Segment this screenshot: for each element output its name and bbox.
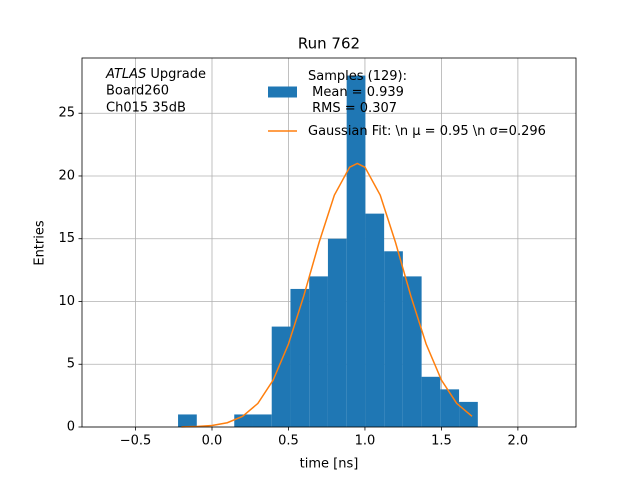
annotation: ATLAS Upgrade (105, 67, 206, 82)
y-axis-label: Entries (33, 220, 48, 266)
histogram-bar (440, 389, 460, 427)
fit-line (181, 162, 473, 428)
x-axis-label: time [ns] (300, 457, 359, 472)
histogram-bar (346, 75, 366, 428)
x-tick-label: 0.5 (278, 434, 299, 449)
axes-frame (81, 57, 577, 428)
x-tick-label: 1.0 (355, 434, 376, 449)
x-tick-label: 1.5 (431, 434, 452, 449)
x-tick-label: 2.0 (508, 434, 529, 449)
y-tick-label: 20 (58, 168, 75, 183)
x-tick-label: 0.0 (202, 434, 223, 449)
histogram-bar (384, 251, 403, 427)
histogram-bar (327, 238, 347, 427)
x-tick-label: −0.5 (120, 434, 152, 449)
legend-entry: Samples (129): Mean = 0.939 RMS = 0.307 (308, 69, 407, 116)
y-tick-label: 25 (58, 106, 75, 121)
annotation-emphasis: ATLAS (105, 67, 146, 82)
y-tick-label: 10 (58, 294, 75, 309)
histogram-bar (459, 401, 478, 427)
chart-title: Run 762 (298, 35, 360, 53)
legend-entry: Gaussian Fit: \n μ = 0.95 \n σ=0.296 (308, 124, 546, 139)
histogram-bar (178, 414, 197, 427)
y-tick-label: 5 (67, 357, 75, 372)
legend-swatch (268, 86, 297, 98)
histogram-bar (421, 376, 441, 427)
plot (178, 75, 478, 428)
y-tick-label: 0 (67, 420, 75, 435)
annotation-line: Upgrade (146, 67, 206, 82)
annotation-line: Board260 (106, 84, 169, 99)
annotation-line: Ch015 35dB (106, 101, 186, 116)
histogram-bar (365, 213, 385, 427)
y-tick-label: 15 (58, 231, 75, 246)
histogram-bar (252, 414, 272, 427)
histogram-bar (309, 276, 328, 427)
